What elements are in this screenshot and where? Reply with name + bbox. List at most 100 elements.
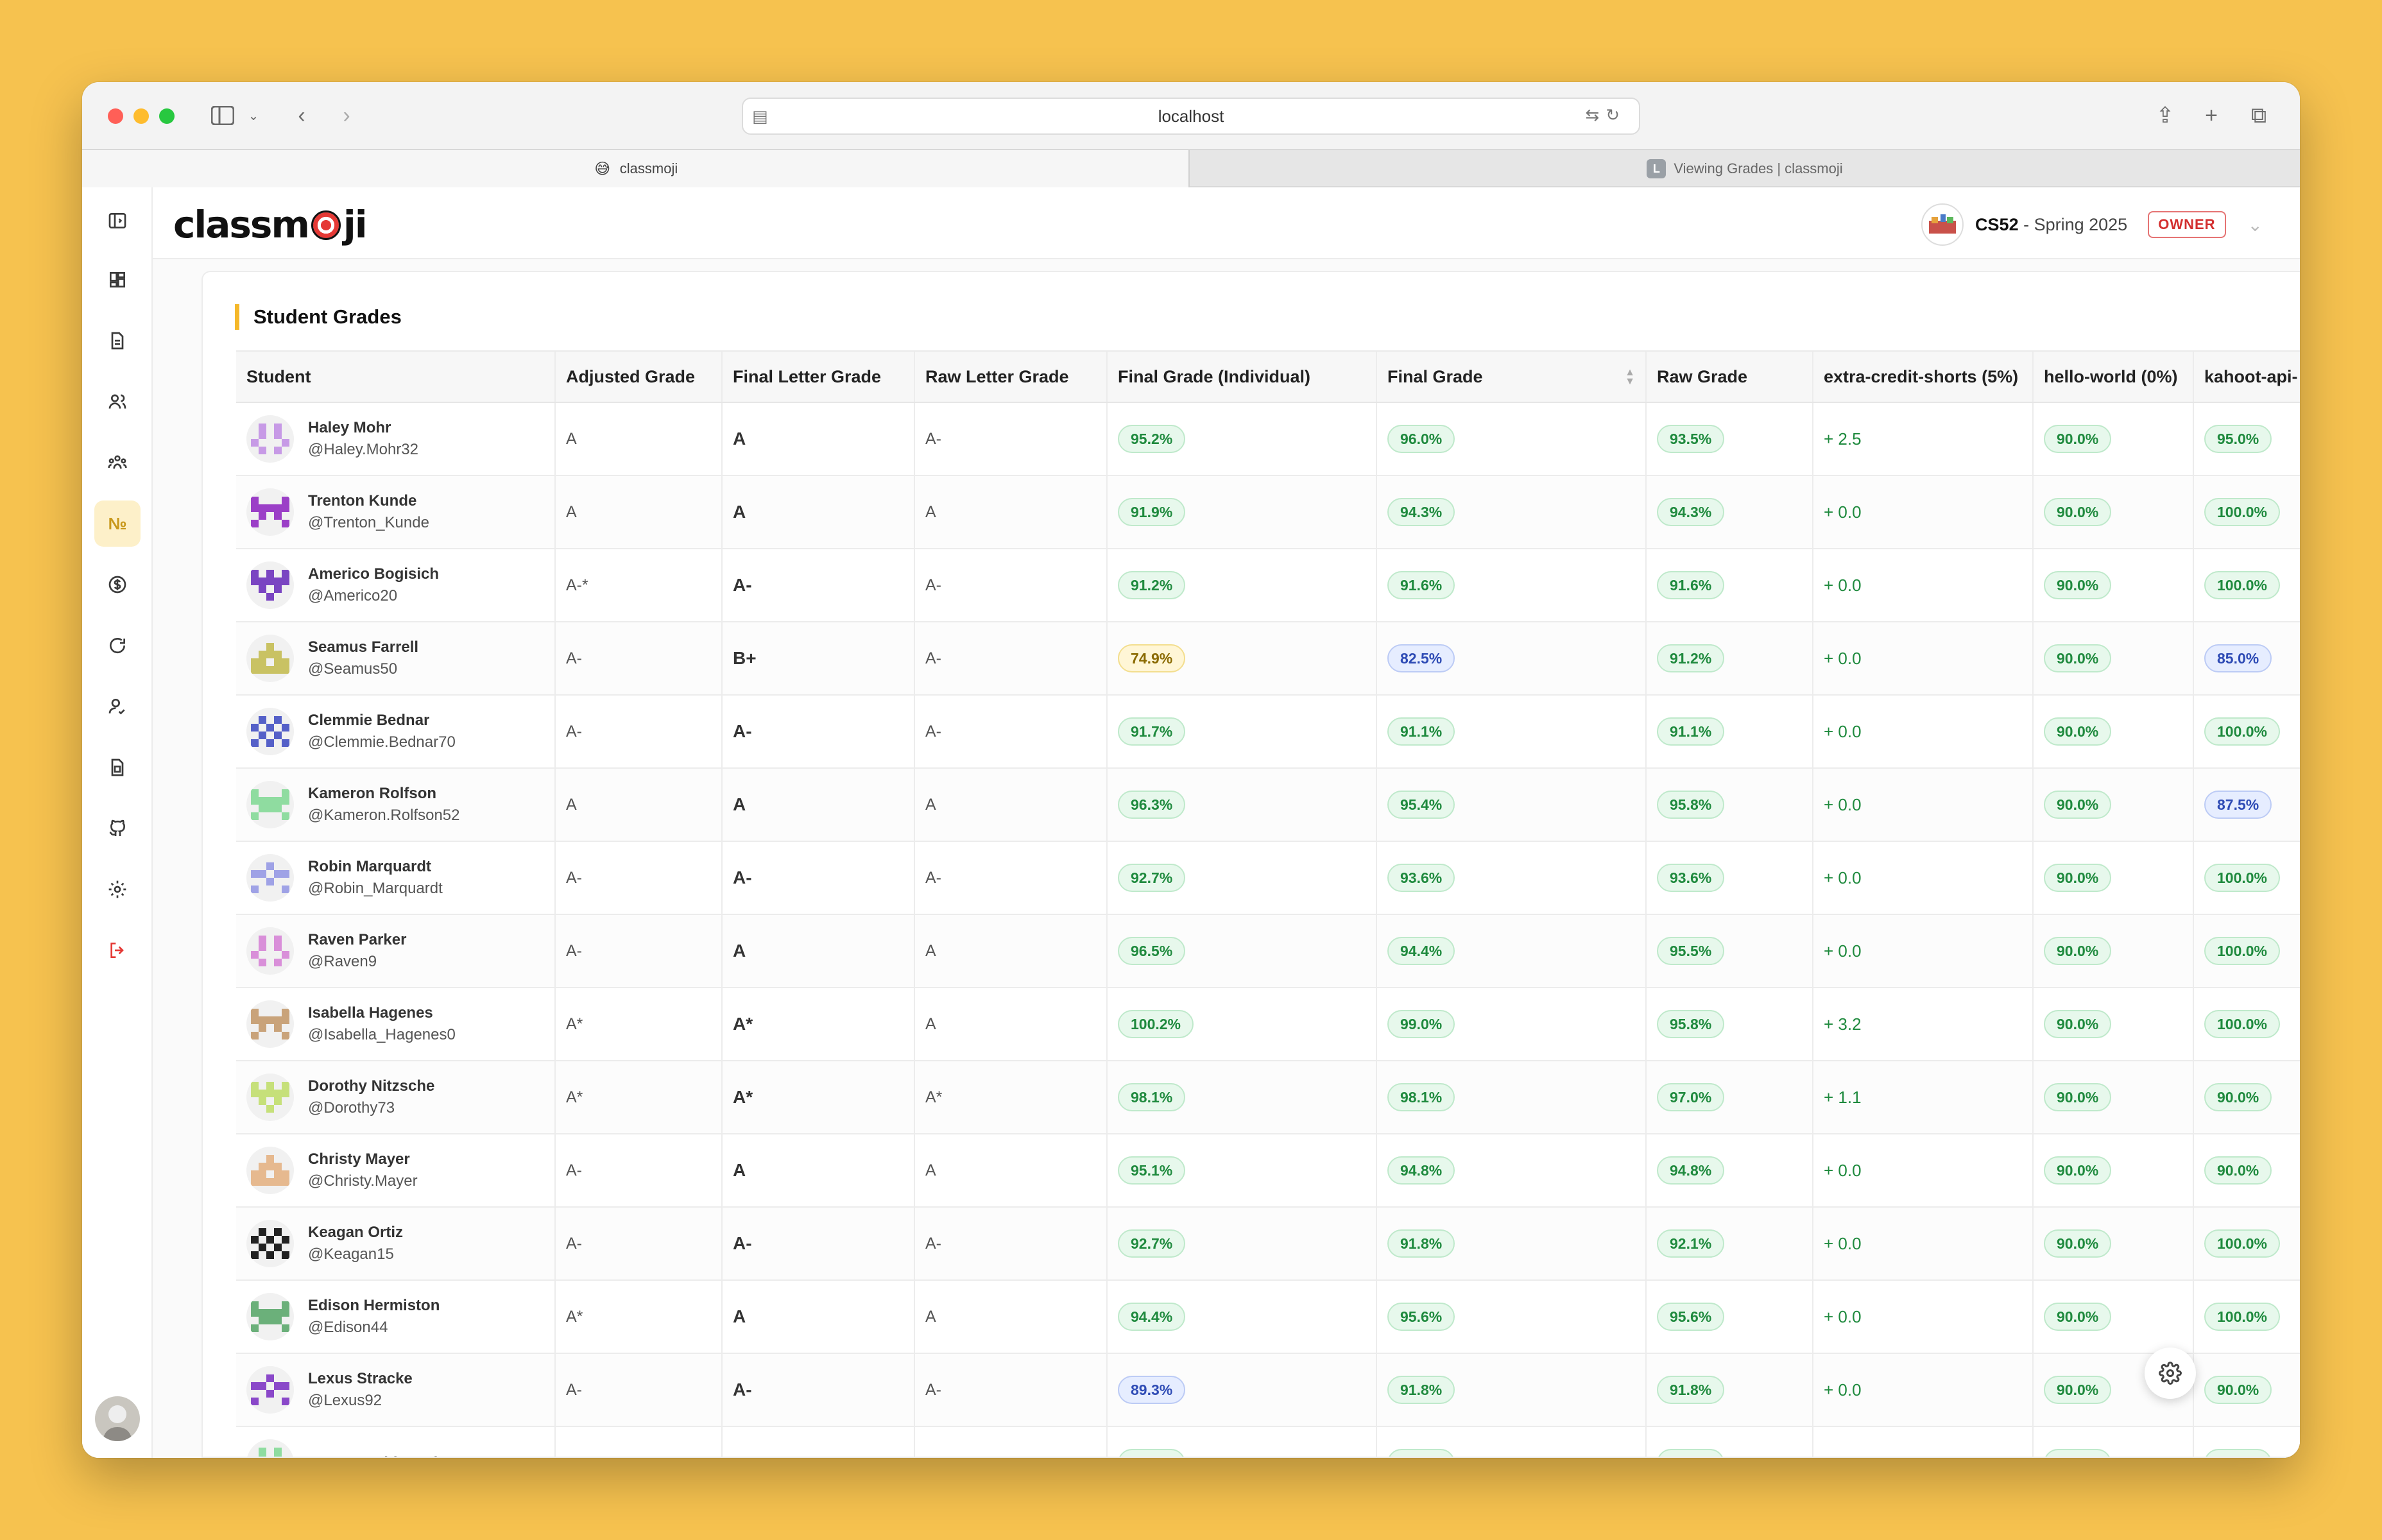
sidebar-toggle-icon[interactable]: [94, 198, 141, 244]
student-name[interactable]: Raven Parker: [308, 931, 407, 948]
new-tab-icon[interactable]: +: [2205, 103, 2218, 128]
column-header[interactable]: Final Grade (Individual): [1108, 352, 1377, 402]
team-icon[interactable]: [94, 440, 141, 486]
sidebar-toggle-icon[interactable]: [208, 101, 237, 130]
minimize-window-button[interactable]: [133, 108, 149, 124]
close-window-button[interactable]: [108, 108, 123, 124]
column-header-sortable[interactable]: Final Grade ▲ ▼: [1377, 352, 1647, 402]
column-header[interactable]: kahoot-api-: [2194, 352, 2300, 402]
student-cell[interactable]: Trenton Kunde @Trenton_Kunde: [236, 476, 556, 548]
dollar-icon[interactable]: [94, 561, 141, 608]
student-name[interactable]: Kameron Rolfson: [308, 785, 437, 802]
share-icon[interactable]: ⇪: [2155, 103, 2175, 128]
file-icon[interactable]: [94, 744, 141, 791]
table-row[interactable]: Robin Marquardt @Robin_Marquardt A- A- A…: [236, 842, 2300, 915]
avatar-pixel: [274, 447, 282, 454]
column-header[interactable]: extra-credit-shorts (5%): [1813, 352, 2034, 402]
column-header[interactable]: Raw Letter Grade: [915, 352, 1108, 402]
tab-viewing-grades[interactable]: L Viewing Grades | classmoji: [1190, 150, 2300, 187]
student-name[interactable]: Dorothy Nitzsche: [308, 1077, 435, 1095]
table-row[interactable]: Kameron Rolfson @Kameron.Rolfson52 A A A…: [236, 769, 2300, 842]
student-name[interactable]: Robin Marquardt: [308, 858, 431, 875]
user-avatar[interactable]: [95, 1396, 140, 1441]
student-cell[interactable]: Clemmie Bednar @Clemmie.Bednar70: [236, 696, 556, 767]
table-row[interactable]: Haley Mohr @Haley.Mohr32 A A A- 95.2% 96…: [236, 403, 2300, 476]
final-grade-individual-pill: 96.3%: [1118, 791, 1186, 819]
address-bar[interactable]: ▤ localhost ⇆↻: [742, 98, 1640, 135]
logout-icon[interactable]: [94, 927, 141, 973]
users-icon[interactable]: [94, 379, 141, 425]
table-row[interactable]: Seamus Farrell @Seamus50 A- B+ A- 74.9% …: [236, 622, 2300, 696]
column-header[interactable]: Raw Grade: [1647, 352, 1813, 402]
chevron-down-icon[interactable]: ⌄: [2247, 214, 2263, 235]
forward-icon[interactable]: ›: [343, 103, 350, 128]
student-cell[interactable]: Edison Hermiston @Edison44: [236, 1281, 556, 1353]
table-row[interactable]: Americo Bogisich @Americo20 A-* A- A- 91…: [236, 549, 2300, 622]
translate-reload-icons[interactable]: ⇆↻: [1585, 105, 1626, 124]
document-icon[interactable]: [94, 318, 141, 364]
student-cell[interactable]: Seamus Farrell @Seamus50: [236, 622, 556, 694]
table-row[interactable]: Dorothy Nitzsche @Dorothy73 A* A* A* 98.…: [236, 1061, 2300, 1134]
table-row[interactable]: Raven Parker @Raven9 A- A A 96.5% 94.4% …: [236, 915, 2300, 988]
refresh-icon[interactable]: [94, 622, 141, 669]
back-icon[interactable]: ‹: [298, 103, 305, 128]
student-name[interactable]: Isabella Hagenes: [308, 1004, 433, 1022]
avatar-pixel: [251, 1032, 259, 1040]
table-row[interactable]: Teagan Schimmel A A A 95.2% 95.2% 94.5% …: [236, 1427, 2300, 1457]
avatar-pixel: [259, 1309, 266, 1317]
student-name[interactable]: Trenton Kunde: [308, 492, 417, 509]
student-cell[interactable]: Robin Marquardt @Robin_Marquardt: [236, 842, 556, 914]
hello-world-pill: 90.0%: [2044, 1010, 2112, 1038]
student-name[interactable]: Haley Mohr: [308, 419, 391, 436]
student-name[interactable]: Edison Hermiston: [308, 1297, 440, 1314]
table-row[interactable]: Lexus Stracke @Lexus92 A- A- A- 89.3% 91…: [236, 1354, 2300, 1427]
student-cell[interactable]: Teagan Schimmel: [236, 1427, 556, 1457]
student-name[interactable]: Keagan Ortiz: [308, 1224, 404, 1241]
student-cell[interactable]: Christy Mayer @Christy.Mayer: [236, 1134, 556, 1206]
student-cell[interactable]: Haley Mohr @Haley.Mohr32: [236, 403, 556, 475]
table-row[interactable]: Edison Hermiston @Edison44 A* A A 94.4% …: [236, 1281, 2300, 1354]
column-header[interactable]: Adjusted Grade: [556, 352, 723, 402]
course-selector[interactable]: CS52 - Spring 2025 OWNER ⌄: [1921, 203, 2263, 246]
table-row[interactable]: Keagan Ortiz @Keagan15 A- A- A- 92.7% 91…: [236, 1208, 2300, 1281]
classmoji-logo[interactable]: classm ji: [173, 203, 368, 246]
github-icon[interactable]: [94, 805, 141, 851]
avatar-pixel: [282, 886, 289, 893]
student-cell[interactable]: Keagan Ortiz @Keagan15: [236, 1208, 556, 1279]
student-name[interactable]: Lexus Stracke: [308, 1370, 413, 1387]
final-grade-individual-pill: 91.9%: [1118, 498, 1186, 526]
settings-fab[interactable]: [2145, 1348, 2196, 1399]
table-row[interactable]: Isabella Hagenes @Isabella_Hagenes0 A* A…: [236, 988, 2300, 1061]
grid-icon[interactable]: [94, 257, 141, 303]
student-cell[interactable]: Raven Parker @Raven9: [236, 915, 556, 987]
column-header[interactable]: hello-world (0%): [2034, 352, 2194, 402]
chevron-down-icon[interactable]: ⌄: [248, 108, 259, 123]
student-cell[interactable]: Americo Bogisich @Americo20: [236, 549, 556, 621]
student-name[interactable]: Americo Bogisich: [308, 565, 440, 583]
gear-icon[interactable]: [94, 866, 141, 912]
student-name[interactable]: Clemmie Bednar: [308, 712, 430, 729]
zoom-window-button[interactable]: [159, 108, 175, 124]
student-cell[interactable]: Isabella Hagenes @Isabella_Hagenes0: [236, 988, 556, 1060]
sort-icon[interactable]: ▲ ▼: [1625, 367, 1635, 387]
final-letter-grade: A*: [723, 1061, 915, 1133]
table-row[interactable]: Christy Mayer @Christy.Mayer A- A A 95.1…: [236, 1134, 2300, 1208]
tab-classmoji[interactable]: 😅 classmoji: [82, 150, 1190, 187]
table-row[interactable]: Trenton Kunde @Trenton_Kunde A A A 91.9%…: [236, 476, 2300, 549]
student-name[interactable]: Christy Mayer: [308, 1151, 410, 1168]
student-cell[interactable]: Dorothy Nitzsche @Dorothy73: [236, 1061, 556, 1133]
table-row[interactable]: Clemmie Bednar @Clemmie.Bednar70 A- A- A…: [236, 696, 2300, 769]
avatar-pixel: [274, 1163, 282, 1170]
numero-icon[interactable]: №: [94, 501, 141, 547]
student-cell[interactable]: Lexus Stracke @Lexus92: [236, 1354, 556, 1426]
raw-letter-grade: A: [915, 915, 1108, 987]
avatar-pixel: [266, 1236, 274, 1244]
student-name[interactable]: Seamus Farrell: [308, 638, 419, 656]
kahoot-api-pill: 100.0%: [2204, 1010, 2281, 1038]
tab-overview-icon[interactable]: ⧉: [2250, 103, 2267, 128]
user-check-icon[interactable]: [94, 683, 141, 730]
column-header[interactable]: Student: [236, 352, 556, 402]
student-name[interactable]: Teagan Schimmel: [308, 1452, 438, 1457]
column-header[interactable]: Final Letter Grade: [723, 352, 915, 402]
student-cell[interactable]: Kameron Rolfson @Kameron.Rolfson52: [236, 769, 556, 841]
